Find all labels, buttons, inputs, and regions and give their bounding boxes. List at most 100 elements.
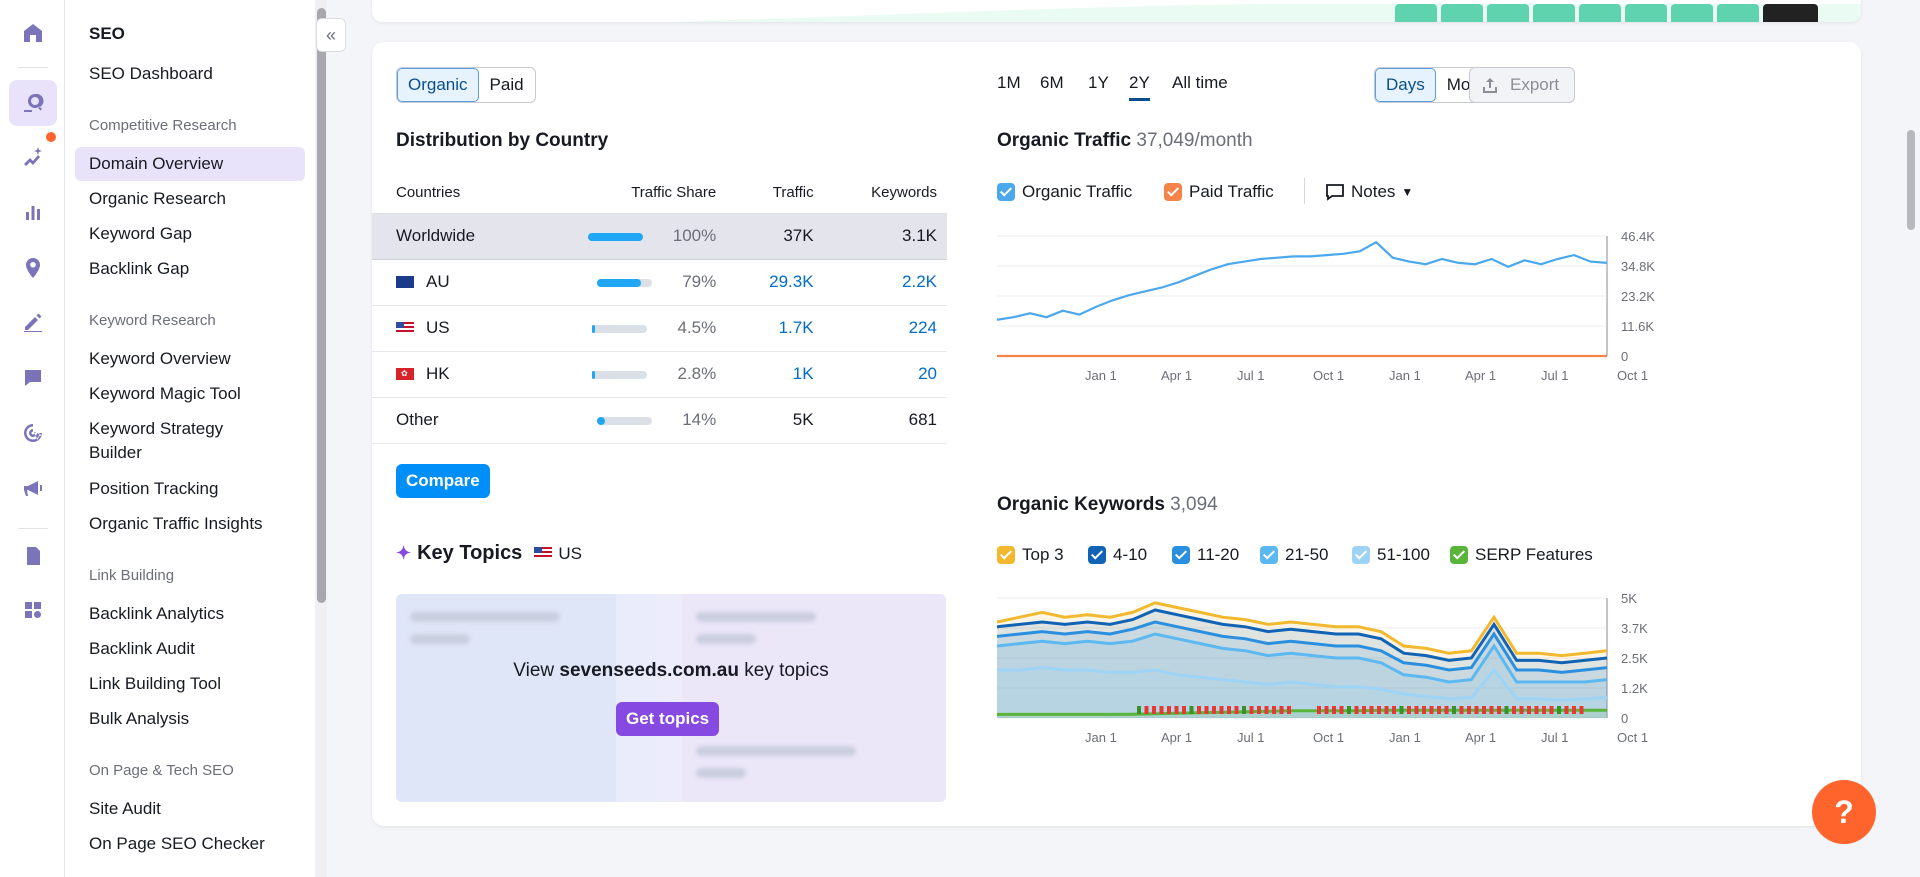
top-card-bar [1579, 4, 1621, 22]
table-row[interactable]: Other 14% 5K 681 [372, 396, 947, 444]
traffic-link[interactable]: 1K [734, 351, 832, 398]
serp-feature-marker [1377, 706, 1381, 714]
legend-top3-checkbox[interactable]: Top 3 [997, 545, 1064, 565]
nav-item-bulk-analysis[interactable]: Bulk Analysis [89, 709, 190, 728]
column-header: Keywords [831, 173, 947, 214]
y-tick-label: 34.8K [1621, 259, 1655, 274]
report-icon[interactable] [9, 533, 57, 579]
x-tick-label: Jan 1 [1085, 730, 1117, 745]
nav-item-link-building-tool[interactable]: Link Building Tool [89, 674, 221, 693]
home-icon[interactable] [9, 10, 57, 56]
days-button[interactable]: Days [1375, 68, 1436, 102]
table-row[interactable]: AU 79% 29.3K 2.2K [372, 259, 947, 306]
timeframe-1m[interactable]: 1M [997, 73, 1021, 92]
keywords-link[interactable]: 20 [831, 351, 947, 398]
legend-paid-traffic-checkbox[interactable]: Paid Traffic [1164, 182, 1274, 202]
table-row[interactable]: Worldwide 100% 37K 3.1K [372, 213, 947, 260]
serp-feature-marker [1384, 706, 1389, 714]
organic-traffic-chart[interactable]: 46.4K 34.8K 23.2K 11.6K 0 Jan 1 Apr 1 Jul 1 Oct … [997, 232, 1697, 392]
get-topics-button[interactable]: Get topics [616, 702, 720, 736]
timeframe-2y[interactable]: 2Y [1129, 73, 1150, 101]
y-tick-label: 1.2K [1621, 681, 1648, 696]
target-cursor-icon[interactable] [9, 410, 57, 456]
legend-51-100-checkbox[interactable]: 51-100 [1352, 545, 1430, 565]
legend-4-10-checkbox[interactable]: 4-10 [1088, 545, 1147, 565]
scrollbar-thumb[interactable] [1907, 130, 1915, 230]
nav-item-keyword-overview[interactable]: Keyword Overview [89, 349, 231, 368]
series-area [997, 602, 1607, 718]
location-pin-icon[interactable] [9, 245, 57, 291]
checkbox-icon [1088, 546, 1106, 564]
serp-feature-marker [1182, 706, 1186, 714]
x-tick-label: Oct 1 [1313, 368, 1344, 383]
pen-icon[interactable] [9, 299, 57, 345]
timeframe-1y[interactable]: 1Y [1088, 73, 1109, 92]
sidebar-scrollbar[interactable] [315, 0, 327, 877]
series-area [997, 622, 1607, 718]
nav-item-backlink-analytics[interactable]: Backlink Analytics [89, 604, 225, 623]
serp-feature-marker [1339, 706, 1344, 714]
organic-keywords-value: 3,094 [1170, 494, 1218, 515]
legend-serp-features-checkbox[interactable]: SERP Features [1450, 545, 1593, 565]
nav-item-domain-overview[interactable]: Domain Overview [75, 147, 305, 181]
seo-icon[interactable] [9, 80, 57, 126]
serp-feature-marker [1287, 706, 1291, 714]
serp-feature-marker [1324, 706, 1329, 714]
nav-item-site-audit[interactable]: Site Audit [89, 799, 161, 818]
table-row[interactable]: US 4.5% 1.7K 224 [372, 305, 947, 352]
traffic-cell: 37K [734, 213, 832, 260]
tab-organic[interactable]: Organic [397, 68, 479, 102]
notes-dropdown[interactable]: Notes ▼ [1325, 182, 1413, 202]
nav-item-organic-traffic-insights[interactable]: Organic Traffic Insights [89, 514, 263, 533]
top-card-bar [1717, 4, 1759, 22]
bar-chart-icon[interactable] [9, 189, 57, 235]
nav-item-keyword-strategy-builder[interactable]: Keyword Strategy Builder [89, 419, 224, 462]
timeframe-6m[interactable]: 6M [1040, 73, 1064, 92]
traffic-link[interactable]: 1.7K [734, 305, 832, 352]
legend-21-50-checkbox[interactable]: 21-50 [1260, 545, 1328, 565]
nav-item-backlink-audit[interactable]: Backlink Audit [89, 639, 195, 658]
table-row[interactable]: HK 2.8% 1K 20 [372, 351, 947, 398]
nav-item-on-page-seo-checker[interactable]: On Page SEO Checker [89, 834, 265, 853]
serp-feature-marker [1422, 706, 1426, 714]
nav-item-position-tracking[interactable]: Position Tracking [89, 479, 219, 498]
traffic-share-bar [597, 416, 653, 425]
serp-feature-marker [1407, 706, 1411, 714]
keywords-link[interactable]: 224 [831, 305, 947, 352]
heart-chat-icon[interactable] [9, 355, 57, 401]
serp-feature-marker [1174, 706, 1179, 714]
scrollbar-thumb[interactable] [317, 8, 326, 603]
y-tick-label: 0 [1621, 349, 1628, 364]
tab-paid[interactable]: Paid [489, 75, 524, 94]
serp-feature-marker [1197, 706, 1201, 714]
organic-keywords-chart[interactable]: 5K 3.7K 2.5K 1.2K 0 Jan 1 Apr 1 Jul 1 Oct 1 Jan 1… [997, 594, 1697, 754]
compare-button[interactable]: Compare [396, 464, 490, 498]
serp-feature-marker [1579, 706, 1584, 714]
nav-item-keyword-magic-tool[interactable]: Keyword Magic Tool [89, 384, 241, 403]
serp-feature-marker [1212, 706, 1216, 714]
blurred-text [696, 768, 746, 778]
nav-item-seo-dashboard[interactable]: SEO Dashboard [89, 64, 213, 83]
help-button[interactable]: ? [1812, 780, 1876, 844]
megaphone-icon[interactable] [9, 465, 57, 511]
page-scrollbar[interactable] [1902, 0, 1920, 877]
legend-11-20-checkbox[interactable]: 11-20 [1172, 545, 1239, 565]
legend-organic-traffic-checkbox[interactable]: Organic Traffic [997, 182, 1132, 202]
nav-item-backlink-gap[interactable]: Backlink Gap [89, 259, 190, 278]
timeframe-all-time[interactable]: All time [1172, 73, 1228, 92]
share-cell: 100% [523, 213, 735, 260]
export-button[interactable]: Export [1469, 67, 1575, 103]
ai-sparkle-icon[interactable] [9, 133, 57, 179]
share-cell: 14% [523, 396, 735, 444]
keywords-link[interactable]: 2.2K [831, 259, 947, 306]
serp-feature-marker [1572, 706, 1576, 714]
traffic-link[interactable]: 29.3K [734, 259, 832, 306]
checkbox-icon [1172, 546, 1190, 564]
nav-item-keyword-gap[interactable]: Keyword Gap [89, 224, 192, 243]
collapse-sidebar-icon[interactable]: « [316, 18, 346, 52]
nav-item-organic-research[interactable]: Organic Research [89, 189, 227, 208]
table-header-row: Countries Traffic Share Traffic Keywords [372, 173, 947, 214]
apps-icon[interactable] [9, 587, 57, 633]
sparkle-icon: ✦ [396, 543, 412, 563]
serp-feature-marker [1489, 706, 1494, 714]
